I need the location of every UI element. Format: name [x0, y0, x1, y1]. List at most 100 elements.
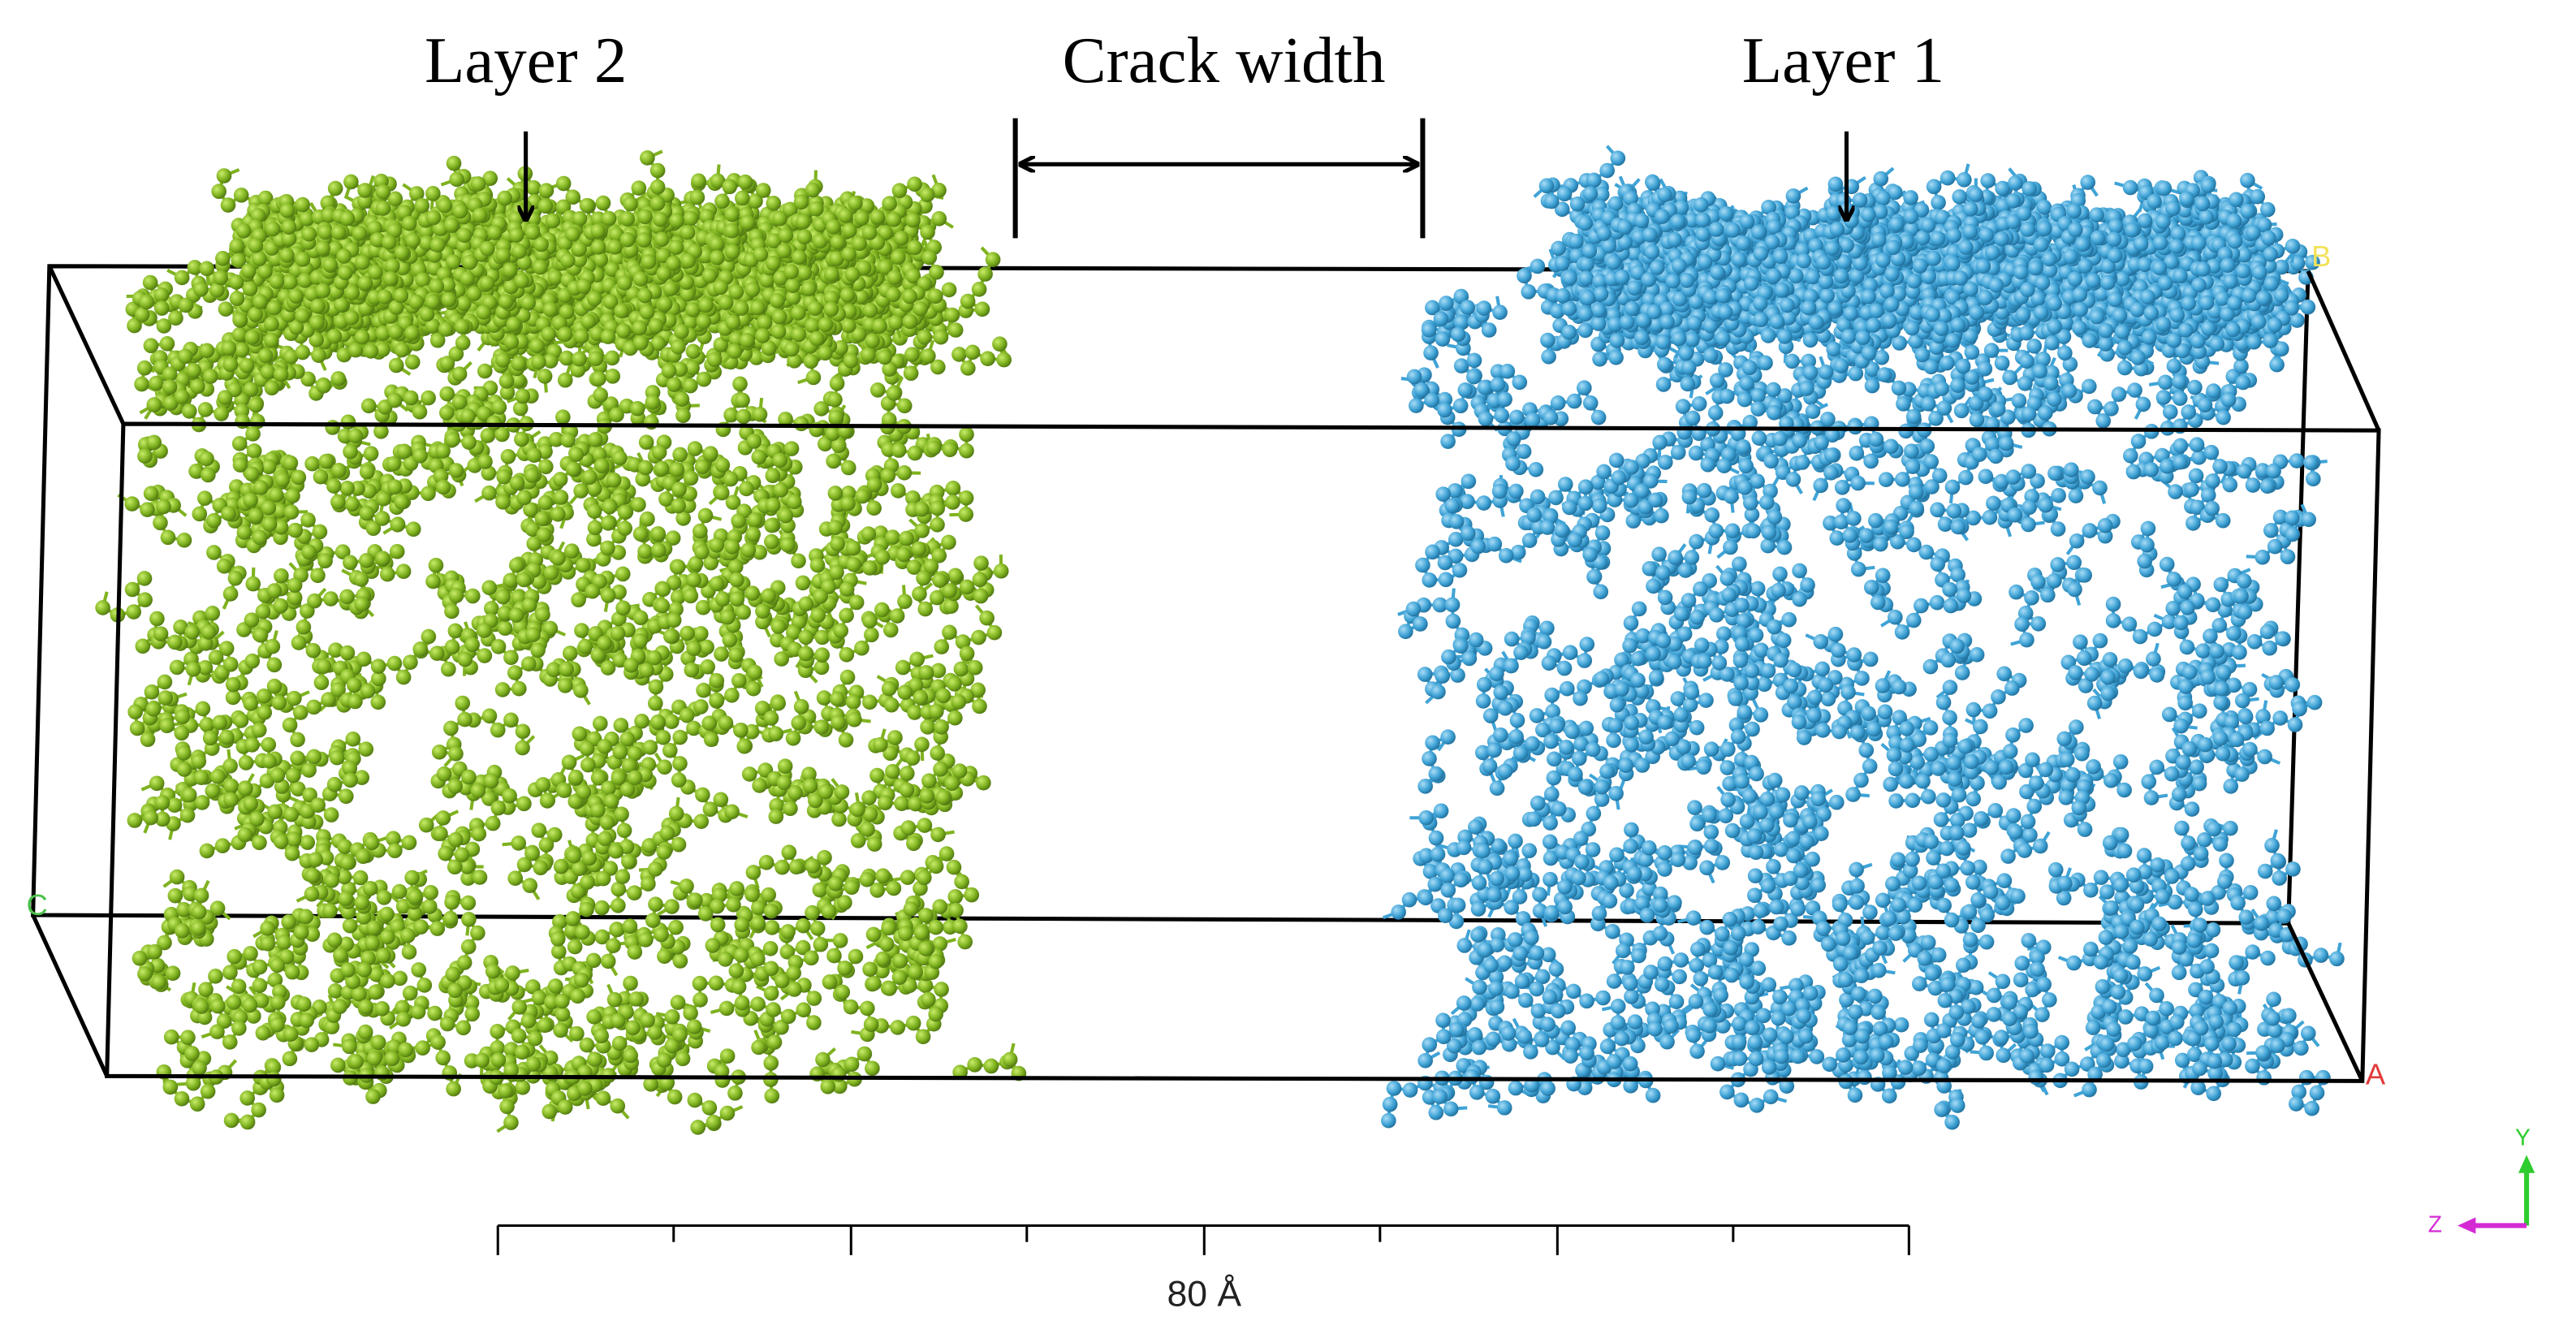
atom	[739, 481, 754, 497]
atom	[826, 453, 841, 469]
atom	[494, 978, 510, 993]
atom	[451, 366, 468, 382]
atom	[617, 520, 632, 537]
atom	[516, 857, 533, 873]
atom	[313, 468, 329, 485]
atom	[615, 600, 631, 616]
atom	[664, 714, 680, 729]
atom	[428, 557, 444, 573]
atom	[535, 777, 550, 792]
atom	[223, 1112, 239, 1129]
atom	[768, 726, 783, 742]
atom	[165, 965, 181, 981]
atom	[885, 763, 900, 779]
atom	[869, 767, 885, 784]
atom	[815, 1051, 831, 1068]
atom	[442, 910, 459, 926]
atom	[339, 645, 356, 661]
atom	[903, 901, 919, 917]
atom	[804, 950, 819, 966]
atom	[943, 598, 959, 614]
atom	[881, 920, 896, 936]
atom	[668, 805, 684, 822]
atom	[481, 485, 497, 501]
atom	[533, 860, 549, 876]
atom	[954, 874, 969, 890]
atom	[485, 963, 501, 979]
atom	[709, 576, 725, 592]
atom	[609, 922, 625, 938]
atom	[252, 978, 268, 994]
atom	[175, 923, 190, 939]
atom	[613, 718, 629, 733]
atom	[770, 619, 787, 634]
atom	[764, 533, 779, 550]
atom	[765, 497, 781, 513]
atom	[693, 699, 709, 714]
atom	[948, 902, 964, 918]
atom	[648, 679, 664, 695]
atom	[736, 408, 752, 425]
atom	[752, 406, 768, 422]
atom	[770, 695, 786, 711]
atom	[195, 701, 211, 717]
atom	[600, 540, 615, 556]
atom	[859, 872, 875, 887]
atom	[286, 767, 301, 784]
atom	[763, 1056, 779, 1071]
atom	[538, 837, 554, 853]
atom	[316, 658, 332, 674]
atom	[729, 572, 744, 588]
atom	[829, 375, 845, 391]
atom	[199, 717, 215, 732]
atom	[686, 572, 701, 588]
atom	[869, 382, 886, 398]
atom	[659, 825, 675, 841]
atom	[959, 579, 975, 595]
atom	[363, 446, 379, 461]
atom	[225, 676, 241, 693]
atom	[147, 943, 162, 960]
atom	[685, 343, 701, 360]
atom	[764, 920, 780, 935]
atom	[208, 968, 223, 984]
atom	[672, 953, 688, 969]
atom	[872, 736, 888, 753]
atom	[761, 887, 777, 903]
atom	[579, 740, 595, 757]
atom	[986, 624, 1003, 641]
atom	[865, 926, 882, 943]
atom	[831, 811, 847, 827]
atom	[569, 1025, 585, 1042]
atom	[447, 623, 464, 639]
atom	[683, 1005, 698, 1021]
atom	[828, 409, 844, 425]
atom	[634, 713, 649, 729]
atom	[460, 895, 477, 911]
atom	[497, 620, 513, 637]
atom	[553, 490, 569, 505]
atom	[543, 565, 559, 581]
atom	[276, 935, 292, 950]
atom	[763, 710, 779, 726]
atom	[260, 935, 276, 952]
atom	[435, 810, 451, 826]
atom	[507, 870, 524, 887]
atom	[531, 822, 547, 838]
atom	[300, 512, 316, 528]
atom	[667, 1089, 683, 1105]
atom	[421, 899, 438, 914]
atom	[864, 627, 879, 643]
atom	[287, 522, 304, 538]
atom	[540, 792, 556, 809]
atom	[779, 537, 796, 553]
atom	[500, 448, 516, 464]
atom	[996, 352, 1012, 368]
atom	[907, 705, 922, 720]
atom	[825, 425, 840, 442]
atom	[400, 928, 416, 943]
atom	[199, 451, 214, 467]
atom	[886, 880, 902, 896]
atom	[193, 887, 209, 904]
atom	[194, 795, 210, 810]
